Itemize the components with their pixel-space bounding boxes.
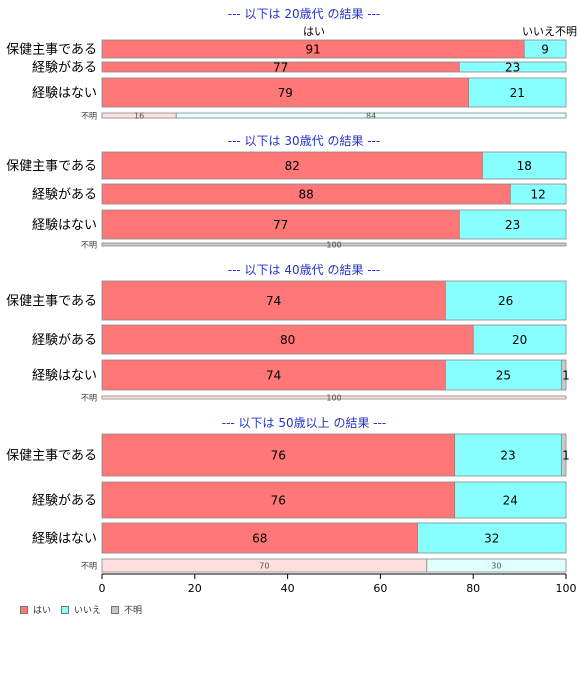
row-label-panel1-row1: 経験がある [32, 188, 97, 203]
x-tick-label-1: 20 [188, 582, 202, 595]
x-tick-label-3: 60 [373, 582, 387, 595]
legend-label-yes: はい [33, 606, 52, 616]
value-label-no-panel0-unknown: 84 [366, 112, 376, 121]
bar-yes-panel3-row0 [101, 433, 456, 477]
value-label-no-panel1-row0: 18 [517, 159, 532, 173]
value-label-yes-panel2-row2: 74 [266, 368, 281, 382]
bar-unknown-panel3-row0 [560, 433, 567, 477]
row-label-panel2-row1: 経験がある [32, 333, 97, 348]
bar-yes-panel2-row2 [101, 359, 446, 391]
bar-no-panel0-rowunknown [175, 112, 567, 119]
x-tick-label-0: 0 [99, 582, 106, 595]
x-tick-label-4: 80 [466, 582, 480, 595]
header-label-no-unknown: いいえ不明 [522, 25, 577, 38]
bar-yes-panel2-rowunknown [101, 395, 567, 400]
bar-no-panel0-row1 [458, 61, 567, 73]
value-label-yes-panel3-rowunknown: 70 [259, 561, 269, 570]
panel-title-1: --- 以下は 30歳代 の結果 --- [228, 134, 381, 148]
bar-yes-panel3-row1 [101, 481, 456, 519]
bar-unknown-panel2-row2 [560, 359, 567, 391]
value-label-unknown-panel2-row2: 1 [562, 368, 570, 382]
row-label-panel0-row1: 経験がある [32, 61, 97, 76]
legend-swatch-yes [20, 605, 28, 614]
bar-yes-panel3-row2 [101, 522, 418, 554]
value-label-yes-panel1-row0: 82 [285, 159, 300, 173]
panel-title-3: --- 以下は 50歳以上 の結果 --- [222, 416, 387, 430]
value-label-unknown-panel1-unknown: 100 [326, 241, 341, 250]
bar-yes-panel0-row2 [101, 77, 469, 108]
bar-no-panel2-row0 [444, 280, 567, 321]
value-label-yes-panel2-row0: 74 [266, 294, 281, 308]
row-label-panel2-row2: 経験はない [32, 369, 97, 384]
legend-swatch-no [61, 605, 70, 614]
value-label-no-panel2-row0: 26 [498, 294, 513, 308]
legend-item-unknown: 不明 [111, 603, 142, 616]
value-label-no-panel0-row0: 9 [541, 42, 549, 56]
panel-title-0: --- 以下は 20歳代 の結果 --- [228, 7, 381, 21]
row-label-panel3-row0: 保健主事である [6, 449, 97, 464]
bar-no-panel0-row2 [468, 77, 567, 108]
bar-no-panel1-row0 [482, 151, 567, 180]
legend-label-no: いいえ [74, 606, 102, 616]
bar-no-panel3-rowunknown [426, 558, 567, 573]
value-label-no-panel1-row1: 12 [531, 187, 546, 201]
value-label-no-panel0-row2: 21 [510, 86, 525, 100]
row-label-panel3-row2: 経験はない [32, 532, 97, 547]
value-label-no-panel3-rowunknown: 30 [491, 561, 501, 570]
row-label-panel1-row2: 経験はない [32, 218, 97, 233]
panel-title-2: --- 以下は 40歳代 の結果 --- [228, 263, 381, 277]
value-label-yes-panel3-row2: 68 [252, 531, 267, 545]
bar-no-panel3-row2 [417, 522, 567, 554]
value-label-yes-panel2-unknown: 100 [326, 394, 341, 403]
value-label-no-panel2-row1: 20 [512, 333, 527, 347]
row-label-panel0-row2: 経験はない [32, 86, 97, 101]
header-label-yes: はい [303, 25, 325, 38]
value-label-no-panel1-row2: 23 [505, 218, 520, 232]
bar-no-panel3-row1 [454, 481, 567, 519]
bar-yes-panel1-row0 [101, 151, 483, 180]
value-label-yes-panel0-row2: 79 [278, 86, 293, 100]
row-label-panel3-unknown: 不明 [81, 562, 97, 571]
x-tick-label-5: 100 [556, 582, 577, 595]
legend: はい いいえ 不明 [20, 603, 142, 616]
bar-no-panel1-row2 [458, 209, 567, 240]
value-label-yes-panel1-row2: 77 [273, 218, 288, 232]
row-label-panel1-row0: 保健主事である [6, 159, 97, 174]
legend-item-yes: はい [20, 603, 51, 616]
x-tick-label-2: 40 [281, 582, 295, 595]
legend-label-unknown: 不明 [124, 606, 143, 616]
value-label-yes-panel1-row1: 88 [299, 187, 314, 201]
value-label-yes-panel3-row1: 76 [271, 493, 286, 507]
bar-yes-panel1-row2 [101, 209, 460, 240]
bar-unknown-panel1-rowunknown [101, 242, 567, 247]
value-label-yes-panel0-unknown: 16 [134, 112, 144, 121]
row-label-panel2-unknown: 不明 [81, 394, 97, 403]
row-label-panel3-row1: 経験がある [32, 494, 97, 509]
row-label-panel1-unknown: 不明 [81, 241, 97, 250]
value-label-no-panel3-row2: 32 [484, 531, 499, 545]
row-label-panel0-row0: 保健主事である [6, 43, 97, 58]
value-label-no-panel2-row2: 25 [496, 368, 511, 382]
value-label-yes-panel2-row1: 80 [280, 333, 295, 347]
value-label-no-panel0-row1: 23 [505, 60, 520, 74]
value-label-no-panel3-row0: 23 [500, 448, 515, 462]
value-label-yes-panel0-row0: 91 [305, 42, 320, 56]
legend-swatch-unknown [111, 605, 120, 614]
bar-no-panel0-row0 [523, 39, 567, 59]
bar-yes-panel2-row0 [101, 280, 446, 321]
row-label-panel2-row0: 保健主事である [6, 294, 97, 309]
bar-no-panel2-row1 [472, 324, 567, 355]
bar-no-panel2-row2 [444, 359, 562, 391]
bar-no-panel1-row1 [509, 183, 567, 205]
value-label-no-panel3-row1: 24 [503, 493, 518, 507]
value-label-yes-panel3-row0: 76 [271, 448, 286, 462]
value-label-yes-panel0-row1: 77 [273, 60, 288, 74]
value-label-unknown-panel3-row0: 1 [562, 448, 570, 462]
row-label-panel0-unknown: 不明 [81, 112, 97, 121]
bar-yes-panel2-row1 [101, 324, 474, 355]
legend-item-no: いいえ [61, 603, 101, 616]
